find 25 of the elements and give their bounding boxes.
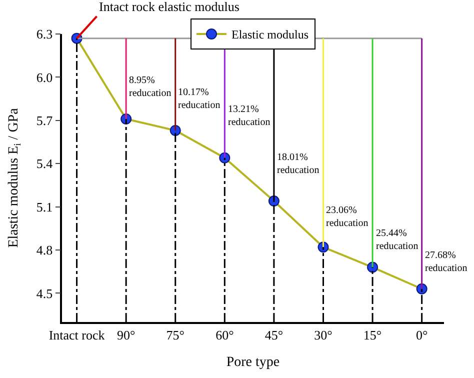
x-tick-label: 60°: [216, 327, 234, 342]
x-tick-label: 30°: [314, 327, 332, 342]
x-tick-label: 45°: [264, 327, 284, 342]
annotation: 10.17% reducation: [178, 87, 220, 111]
y-tick-label: 4.5: [36, 286, 53, 301]
annotation: 27.68% reducation: [425, 250, 468, 274]
annotation: 25.44% reducation: [376, 228, 418, 252]
annotation: 23.06% reducation: [326, 205, 368, 229]
x-axis-title: Pore type: [226, 355, 280, 370]
annotation: 18.01% reducation: [277, 152, 320, 176]
y-tick-label: 5.1: [36, 199, 53, 214]
x-tick-label: 90°: [116, 327, 136, 342]
x-tick-label: 0°: [416, 327, 428, 342]
y-tick-label: 4.8: [36, 242, 53, 258]
x-tick-label: 15°: [363, 327, 382, 342]
y-tick-label: 6.3: [36, 26, 53, 42]
legend-label: Elastic modulus: [232, 28, 309, 42]
annotation: 13.21% reducation: [228, 104, 270, 128]
x-tick-label: Intact rock: [48, 327, 106, 342]
y-tick-label: 5.7: [36, 112, 54, 128]
y-tick-label: 5.4: [36, 156, 54, 172]
annotation: Intact rock elastic modulus: [99, 0, 240, 14]
annotation: 8.95% reducation: [129, 75, 172, 99]
x-tick-label: 75°: [166, 327, 184, 342]
y-tick-label: 6.0: [36, 70, 53, 85]
